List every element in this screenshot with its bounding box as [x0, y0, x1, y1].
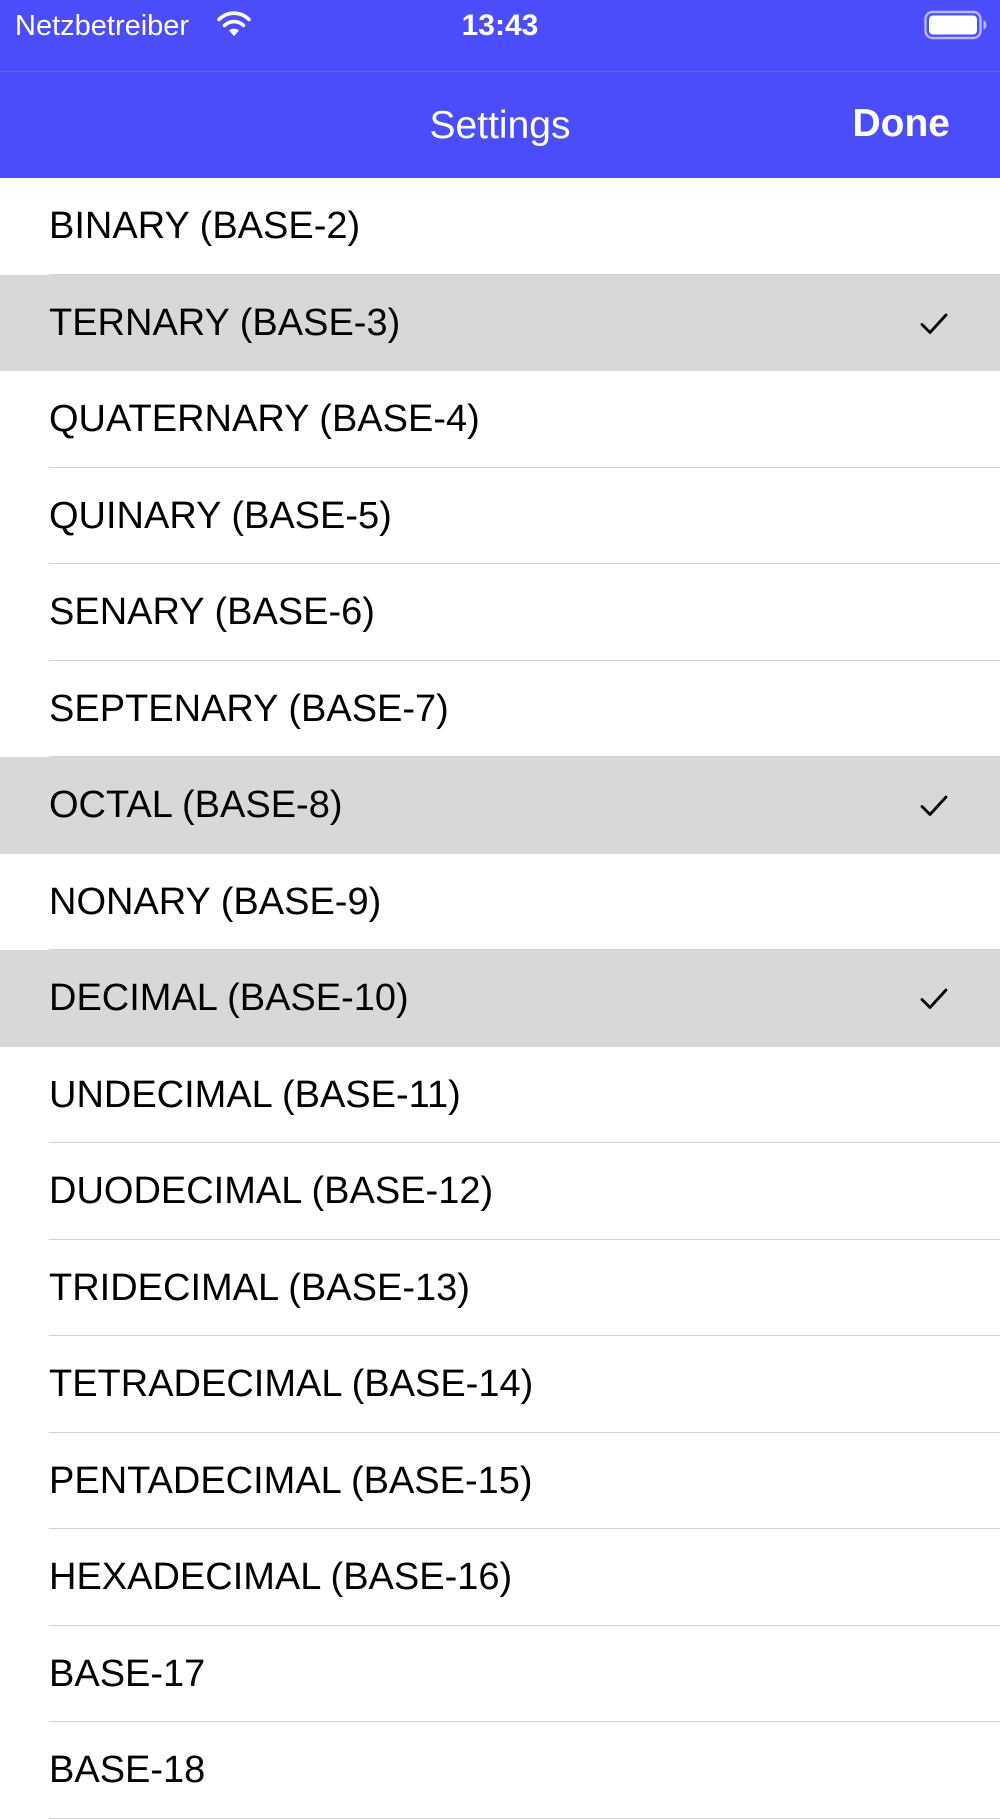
list-item[interactable]: BASE-18 — [0, 1722, 1000, 1819]
status-divider — [0, 71, 1000, 72]
list-item[interactable]: PENTADECIMAL (BASE-15) — [0, 1432, 1000, 1529]
page-title: Settings — [429, 104, 571, 147]
row-separator — [49, 756, 1000, 757]
list-item[interactable]: SENARY (BASE-6) — [0, 564, 1000, 661]
list-item[interactable]: HEXADECIMAL (BASE-16) — [0, 1529, 1000, 1626]
list-item-label: BINARY (BASE-2) — [49, 205, 361, 247]
list-item-label: PENTADECIMAL (BASE-15) — [49, 1459, 533, 1502]
list-item[interactable]: UNDECIMAL (BASE-11) — [0, 1046, 1000, 1143]
list-item-label: HEXADECIMAL (BASE-16) — [49, 1556, 513, 1598]
list-item[interactable]: TRIDECIMAL (BASE-13) — [0, 1239, 1000, 1336]
row-separator — [49, 1142, 1000, 1143]
battery-icon — [924, 10, 987, 40]
list-item[interactable]: BASE-17 — [0, 1625, 1000, 1722]
list-item-label: TETRADECIMAL (BASE-14) — [49, 1363, 534, 1405]
list-item[interactable]: NONARY (BASE-9) — [0, 853, 1000, 950]
list-item-label: NONARY (BASE-9) — [49, 880, 382, 923]
list-item[interactable]: SEPTENARY (BASE-7) — [0, 660, 1000, 757]
done-button[interactable]: Done — [852, 102, 951, 145]
list-item-label: BASE-17 — [49, 1652, 206, 1695]
checkmark-icon — [920, 313, 948, 334]
row-separator — [49, 949, 1000, 950]
row-separator — [49, 1817, 1000, 1819]
row-separator — [49, 466, 1000, 468]
status-bar: Netzbetreiber 13:43 — [0, 0, 1000, 52]
row-separator — [49, 1721, 1000, 1722]
list-item[interactable]: QUATERNARY (BASE-4) — [0, 371, 1000, 468]
status-time: 13:43 — [461, 9, 539, 42]
row-separator — [49, 1238, 1000, 1240]
list-item[interactable]: TETRADECIMAL (BASE-14) — [0, 1336, 1000, 1433]
row-separator — [49, 1624, 1000, 1626]
row-separator — [49, 1335, 1000, 1336]
list-item-label: QUINARY (BASE-5) — [49, 494, 392, 537]
list-item[interactable]: OCTAL (BASE-8) — [0, 757, 1000, 854]
list-item-label: OCTAL (BASE-8) — [49, 784, 343, 826]
list-item-label: UNDECIMAL (BASE-11) — [49, 1073, 461, 1116]
list-item-label: SENARY (BASE-6) — [49, 591, 375, 633]
list-item[interactable]: TERNARY (BASE-3) — [0, 274, 1000, 371]
list-item-label: BASE-18 — [49, 1749, 206, 1791]
wifi-icon — [217, 11, 251, 36]
list-item-label: TERNARY (BASE-3) — [49, 301, 401, 344]
list-item[interactable]: BINARY (BASE-2) — [0, 178, 1000, 275]
list-item-label: SEPTENARY (BASE-7) — [49, 687, 449, 730]
base-list: BINARY (BASE-2) TERNARY (BASE-3) QUATERNAR… — [0, 178, 1000, 1819]
list-item-label: QUATERNARY (BASE-4) — [49, 398, 480, 440]
checkmark-icon — [920, 988, 948, 1009]
list-item[interactable]: DECIMAL (BASE-10) — [0, 950, 1000, 1047]
checkmark-icon — [920, 795, 948, 816]
list-item-label: DUODECIMAL (BASE-12) — [49, 1170, 494, 1212]
row-separator — [49, 1528, 1000, 1529]
row-separator — [49, 659, 1000, 661]
list-item[interactable]: DUODECIMAL (BASE-12) — [0, 1143, 1000, 1240]
list-item-label: TRIDECIMAL (BASE-13) — [49, 1266, 470, 1309]
navigation-header: Netzbetreiber 13:43 Settings Done — [0, 0, 1000, 178]
list-item-label: DECIMAL (BASE-10) — [49, 977, 409, 1019]
row-separator — [49, 563, 1000, 564]
list-item[interactable]: QUINARY (BASE-5) — [0, 467, 1000, 564]
row-separator — [49, 1431, 1000, 1433]
carrier-name: Netzbetreiber — [15, 10, 190, 42]
row-separator — [49, 273, 1000, 275]
